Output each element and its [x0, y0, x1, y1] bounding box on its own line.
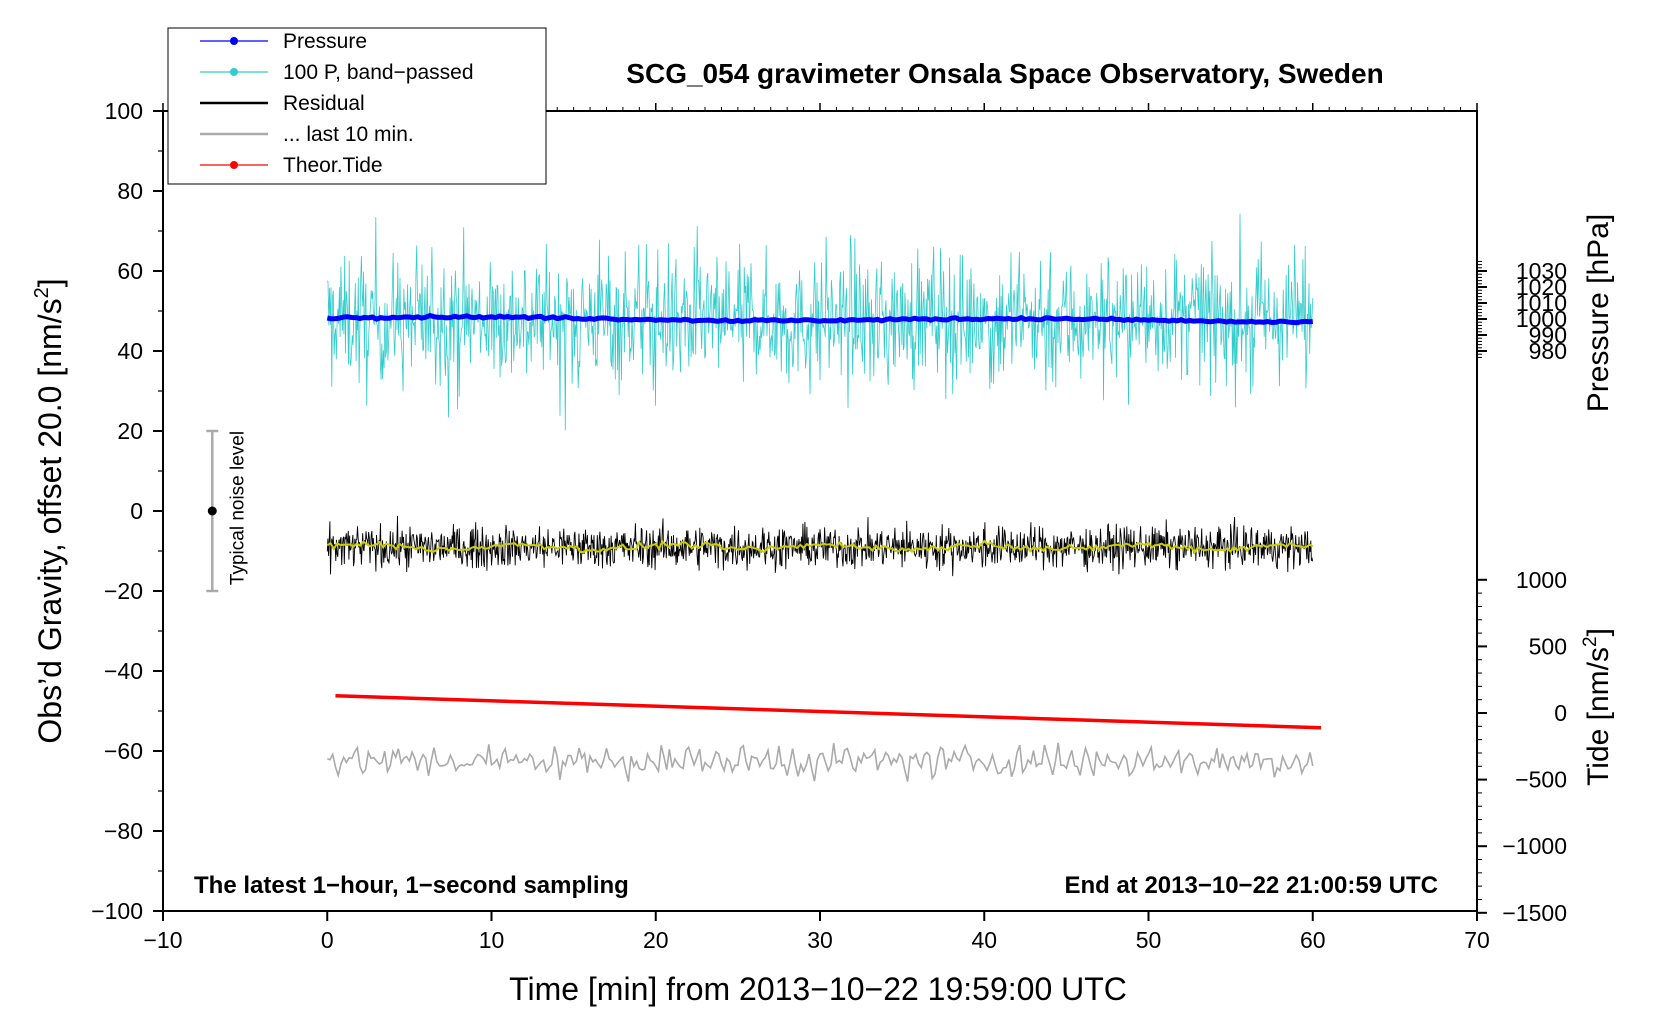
series-theoretical-tide	[335, 694, 1322, 730]
y-tick-label: 20	[117, 418, 143, 444]
x-tick-label: 70	[1464, 927, 1490, 953]
noise-level-indicator: Typical noise level	[206, 429, 248, 593]
y-axis-title-tide: Tide [nm/s2]	[1580, 628, 1615, 786]
legend-label: ... last 10 min.	[283, 123, 414, 146]
legend-label: 100 P, band−passed	[283, 61, 474, 84]
noise-level-label: Typical noise level	[227, 431, 248, 585]
legend-item: Pressure	[200, 30, 367, 53]
legend-item: 100 P, band−passed	[200, 61, 474, 84]
legend-swatch-marker	[230, 37, 238, 45]
series-bandpassed-pressure	[326, 213, 1314, 431]
tide-tick-label: 0	[1554, 700, 1567, 726]
x-tick-label: 0	[321, 927, 334, 953]
legend: Pressure 100 P, band−passed Residual ... la…	[167, 27, 547, 185]
x-tick-label: 30	[807, 927, 833, 953]
y-tick-label: −40	[104, 658, 143, 684]
pressure-tick-label: 990	[1529, 322, 1567, 348]
chart-title: SCG_054 gravimeter Onsala Space Observat…	[626, 58, 1383, 89]
y-axis-title-pressure: Pressure [hPa]	[1582, 214, 1615, 412]
y-axis-title-tide-tail: ]	[1582, 628, 1615, 636]
legend-label: Residual	[283, 92, 365, 115]
legend-item: ... last 10 min.	[200, 123, 414, 146]
series-layer	[326, 213, 1322, 782]
x-tick-label: 20	[643, 927, 669, 953]
plot-frame	[162, 110, 1478, 912]
pressure-tick-label: 1000	[1516, 306, 1567, 332]
pressure-tick-label: 1020	[1516, 274, 1567, 300]
y-axis-title-tide-main: Tide [nm/s	[1582, 647, 1615, 786]
series-residual	[326, 515, 1314, 577]
y-tick-label: −60	[104, 738, 143, 764]
x-tick-label: −10	[143, 927, 182, 953]
legend-swatch-marker	[230, 161, 238, 169]
tide-tick-label: 500	[1529, 633, 1567, 659]
y-tick-label: 0	[130, 498, 143, 524]
legend-label: Pressure	[283, 30, 367, 53]
noise-center-dot	[207, 506, 217, 516]
legend-item: Residual	[200, 92, 365, 115]
legend-label: Theor.Tide	[283, 154, 383, 177]
y-axis-title-left: Obs’d Gravity, offset 20.0 [nm/s2]	[31, 278, 68, 743]
y-axis-title-left-main: Obs’d Gravity, offset 20.0 [nm/s	[32, 298, 68, 743]
ticks-layer: −10 0 10 20 30 40 50 60 70100806040200−20−40−60−…	[91, 98, 1567, 953]
end-time-note: End at 2013−10−22 21:00:59 UTC	[1064, 872, 1438, 899]
x-axis-title: Time [min] from 2013−10−22 19:59:00 UTC	[509, 971, 1127, 1007]
tide-tick-label: 1000	[1516, 567, 1567, 593]
x-tick-label: 40	[971, 927, 997, 953]
tide-tick-label: −1500	[1502, 900, 1567, 926]
pressure-tick-label: 980	[1529, 338, 1567, 364]
y-tick-label: −100	[91, 898, 143, 924]
series-last-10-min	[326, 742, 1314, 782]
x-tick-label: 60	[1300, 927, 1326, 953]
y-tick-label: 40	[117, 338, 143, 364]
sampling-note: The latest 1−hour, 1−second sampling	[194, 872, 629, 899]
legend-swatch-marker	[230, 68, 238, 76]
y-axis-title-left-tail: ]	[32, 278, 68, 287]
tide-tick-label: −500	[1515, 767, 1567, 793]
legend-item: Theor.Tide	[200, 154, 383, 177]
y-tick-label: 60	[117, 258, 143, 284]
y-tick-label: 80	[117, 178, 143, 204]
pressure-tick-label: 1030	[1516, 258, 1567, 284]
legend-box	[167, 27, 547, 185]
x-tick-label: 10	[479, 927, 505, 953]
tide-tick-label: −1000	[1502, 833, 1567, 859]
pressure-tick-label: 1010	[1516, 290, 1567, 316]
series-pressure	[326, 313, 1314, 326]
x-tick-label: 50	[1136, 927, 1162, 953]
y-tick-label: 100	[105, 98, 143, 124]
y-tick-label: −80	[104, 818, 143, 844]
series-smoothed-residual	[326, 539, 1314, 555]
y-axis-title-tide-sup: 2	[1580, 636, 1601, 647]
y-tick-label: −20	[104, 578, 143, 604]
y-axis-title-left-sup: 2	[31, 287, 53, 298]
